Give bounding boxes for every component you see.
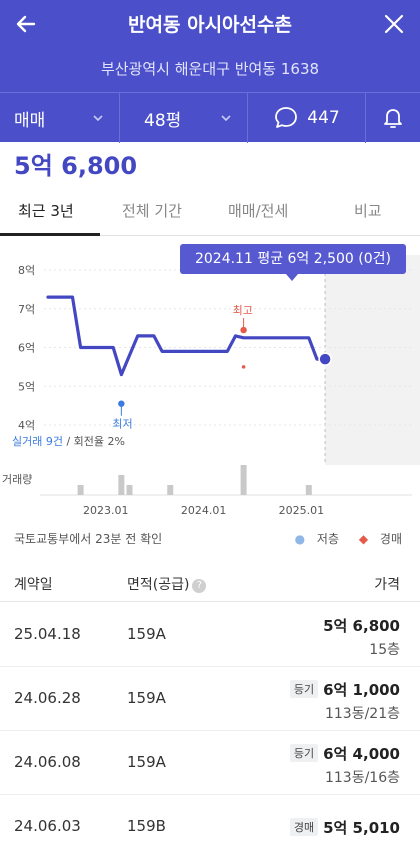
row-badge: 경매 bbox=[289, 818, 319, 836]
current-price: 5억 6,800 bbox=[14, 152, 138, 180]
volume-bar bbox=[126, 485, 133, 495]
row-price: 6억 4,000 bbox=[323, 745, 400, 763]
y-tick-label: 5억 bbox=[18, 380, 35, 393]
x-tick-label: 2025.01 bbox=[279, 504, 325, 517]
volume-bar bbox=[305, 485, 312, 495]
active-tab-indicator bbox=[0, 233, 100, 236]
row-area: 159A bbox=[127, 689, 166, 707]
address: 부산광역시 해운대구 반여동 1638 bbox=[100, 60, 320, 78]
y-tick-label: 6억 bbox=[18, 342, 35, 355]
table-row[interactable]: 24.06.28 159A 등기 6억 1,000 113동/21층 bbox=[0, 667, 420, 731]
close-icon[interactable] bbox=[382, 12, 406, 36]
low-marker bbox=[118, 400, 125, 407]
header-area: 면적(공급)? bbox=[127, 574, 207, 594]
table-row[interactable]: 24.06.03 159B 경매 5억 5,010 bbox=[0, 795, 420, 853]
row-price-line: 등기 6억 4,000 bbox=[289, 743, 400, 764]
notification-button[interactable] bbox=[366, 93, 420, 143]
comments-button[interactable]: 447 bbox=[248, 93, 366, 143]
row-badge: 등기 bbox=[289, 744, 319, 762]
high-marker bbox=[240, 326, 247, 334]
row-badge: 등기 bbox=[289, 680, 319, 698]
tab-all-period[interactable]: 전체 기간 bbox=[122, 202, 182, 220]
latest-point bbox=[318, 352, 332, 366]
filter-bar: 매매 48평 447 bbox=[0, 92, 420, 143]
header-price: 가격 bbox=[374, 577, 400, 593]
volume-bar bbox=[240, 465, 247, 495]
row-floor: 113동/21층 bbox=[324, 706, 400, 722]
header: 반여동 아시아선수촌 부산광역시 해운대구 반여동 1638 매매 48평 44… bbox=[0, 0, 420, 143]
low-label: 최저 bbox=[112, 418, 132, 431]
row-price-line: 5억 6,800 bbox=[323, 615, 400, 636]
size-label: 48평 bbox=[144, 110, 182, 131]
future-region bbox=[325, 255, 420, 465]
dot-icon: ● bbox=[294, 532, 306, 546]
turnover-rate: / 회전율 2% bbox=[63, 435, 125, 448]
row-area: 159B bbox=[127, 817, 166, 835]
row-date: 24.06.08 bbox=[14, 753, 81, 771]
table-row[interactable]: 25.04.18 159A 5억 6,800 15층 bbox=[0, 603, 420, 667]
row-price: 5억 5,010 bbox=[323, 819, 400, 837]
chart-legend: ● 저층 ◆ 경매 bbox=[279, 530, 402, 547]
volume-bar bbox=[118, 475, 125, 495]
row-date: 24.06.03 bbox=[14, 817, 81, 835]
trade-stats: 실거래 9건 / 회전율 2% bbox=[12, 435, 125, 448]
x-tick-label: 2023.01 bbox=[83, 504, 129, 517]
tooltip-arrow bbox=[286, 274, 298, 281]
tab-trade-rent[interactable]: 매매/전세 bbox=[228, 202, 289, 220]
auction-point bbox=[241, 365, 246, 369]
legend-auction: ◆ 경매 bbox=[351, 532, 402, 546]
high-label: 최고 bbox=[233, 304, 253, 317]
row-floor: 113동/16층 bbox=[324, 770, 400, 786]
header-date: 계약일 bbox=[14, 577, 53, 593]
size-select[interactable]: 48평 bbox=[120, 93, 248, 143]
legend-auction-label: 경매 bbox=[379, 532, 402, 546]
source-note: 국토교통부에서 23분 전 확인 bbox=[14, 532, 163, 546]
back-arrow-icon[interactable] bbox=[12, 10, 40, 38]
y-tick-label: 8억 bbox=[18, 264, 35, 277]
row-date: 24.06.28 bbox=[14, 689, 81, 707]
trade-type-select[interactable]: 매매 bbox=[0, 93, 120, 143]
row-price: 5억 6,800 bbox=[323, 617, 400, 635]
diamond-icon: ◆ bbox=[358, 532, 369, 546]
comment-count: 447 bbox=[307, 108, 340, 128]
row-price-line: 등기 6억 1,000 bbox=[289, 679, 400, 700]
legend-low-floor-label: 저층 bbox=[316, 532, 340, 546]
x-tick-label: 2024.01 bbox=[181, 504, 227, 517]
row-area: 159A bbox=[127, 753, 166, 771]
chevron-down-icon bbox=[221, 115, 231, 122]
trade-type-label: 매매 bbox=[14, 110, 46, 131]
bell-icon bbox=[384, 109, 402, 128]
tab-recent-3y[interactable]: 최근 3년 bbox=[18, 202, 74, 220]
legend-low-floor: ● 저층 bbox=[287, 532, 339, 546]
header-area-label: 면적(공급) bbox=[127, 577, 190, 593]
page-title: 반여동 아시아선수촌 bbox=[128, 14, 292, 36]
chevron-down-icon bbox=[93, 115, 103, 122]
row-area: 159A bbox=[127, 625, 166, 643]
table-row[interactable]: 24.06.08 159A 등기 6억 4,000 113동/16층 bbox=[0, 731, 420, 795]
row-date: 25.04.18 bbox=[14, 625, 81, 643]
row-price: 6억 1,000 bbox=[323, 681, 400, 699]
speech-bubble-icon bbox=[275, 107, 298, 128]
period-tabs: 최근 3년 전체 기간 매매/전세 비교 bbox=[0, 190, 420, 236]
volume-bar bbox=[167, 485, 174, 495]
y-tick-label: 7억 bbox=[18, 303, 35, 316]
price-series-line bbox=[46, 295, 327, 377]
row-floor: 15층 bbox=[369, 642, 400, 658]
y-tick-label: 4억 bbox=[18, 419, 35, 432]
trade-count: 실거래 9건 bbox=[12, 435, 63, 448]
tab-compare[interactable]: 비교 bbox=[354, 202, 382, 220]
chart-tooltip: 2024.11 평균 6억 2,500 (0건) bbox=[180, 244, 406, 274]
volume-bar bbox=[77, 485, 84, 495]
row-price-line: 경매 5억 5,010 bbox=[289, 817, 400, 838]
table-header: 계약일 면적(공급)? 가격 bbox=[0, 566, 420, 602]
help-icon[interactable]: ? bbox=[192, 579, 207, 593]
volume-label: 거래량 bbox=[2, 473, 32, 486]
